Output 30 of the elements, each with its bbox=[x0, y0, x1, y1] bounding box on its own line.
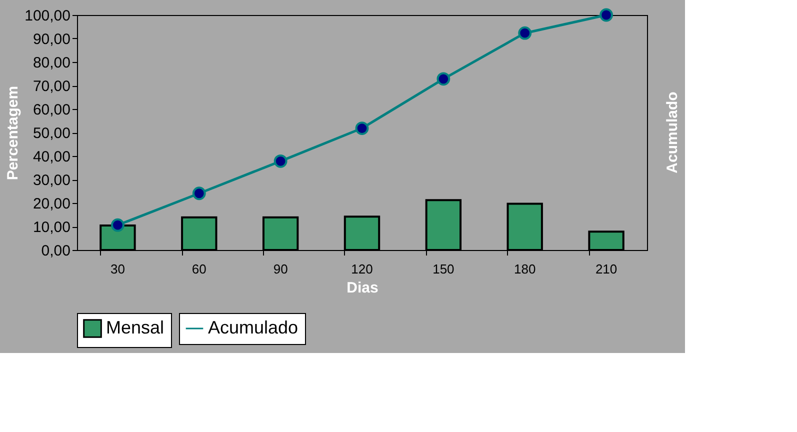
point bbox=[274, 154, 288, 168]
y-axis-title: Percentagem bbox=[4, 86, 22, 180]
y-tick-label: 30,00 bbox=[32, 172, 70, 189]
x-tick-label: 150 bbox=[432, 262, 454, 276]
x-axis-title: Dias bbox=[346, 280, 378, 296]
y-tick-label: 0,00 bbox=[41, 242, 70, 260]
point bbox=[355, 122, 369, 135]
x-tick-label: 60 bbox=[192, 262, 206, 276]
y-tick-label: 80,00 bbox=[32, 54, 70, 72]
y-tick-label: 20,00 bbox=[32, 196, 70, 212]
y2-axis-title: Acumulado bbox=[664, 92, 681, 174]
point bbox=[600, 8, 613, 22]
x-tick-label: 30 bbox=[110, 262, 125, 276]
y-tick-label: 60,00 bbox=[32, 102, 70, 118]
y-tick-label: 90,00 bbox=[32, 31, 70, 48]
point bbox=[436, 72, 450, 86]
x-tick-label: 210 bbox=[595, 262, 618, 276]
y-tick-label: 10,00 bbox=[32, 219, 70, 236]
point bbox=[518, 26, 532, 40]
x-tick-label: 90 bbox=[273, 262, 288, 276]
point bbox=[111, 218, 124, 232]
point bbox=[192, 186, 206, 200]
y-tick-label: 100,00 bbox=[24, 8, 70, 24]
y-tick-label: 70,00 bbox=[32, 78, 70, 95]
y-tick-label: 50,00 bbox=[32, 125, 70, 142]
x-tick-label: 180 bbox=[514, 262, 536, 276]
x-tick-label: 120 bbox=[351, 262, 373, 276]
y-tick-label: 40,00 bbox=[32, 148, 70, 166]
legend-label: Acumulado bbox=[208, 318, 298, 338]
legend-label: Mensal bbox=[106, 318, 164, 338]
